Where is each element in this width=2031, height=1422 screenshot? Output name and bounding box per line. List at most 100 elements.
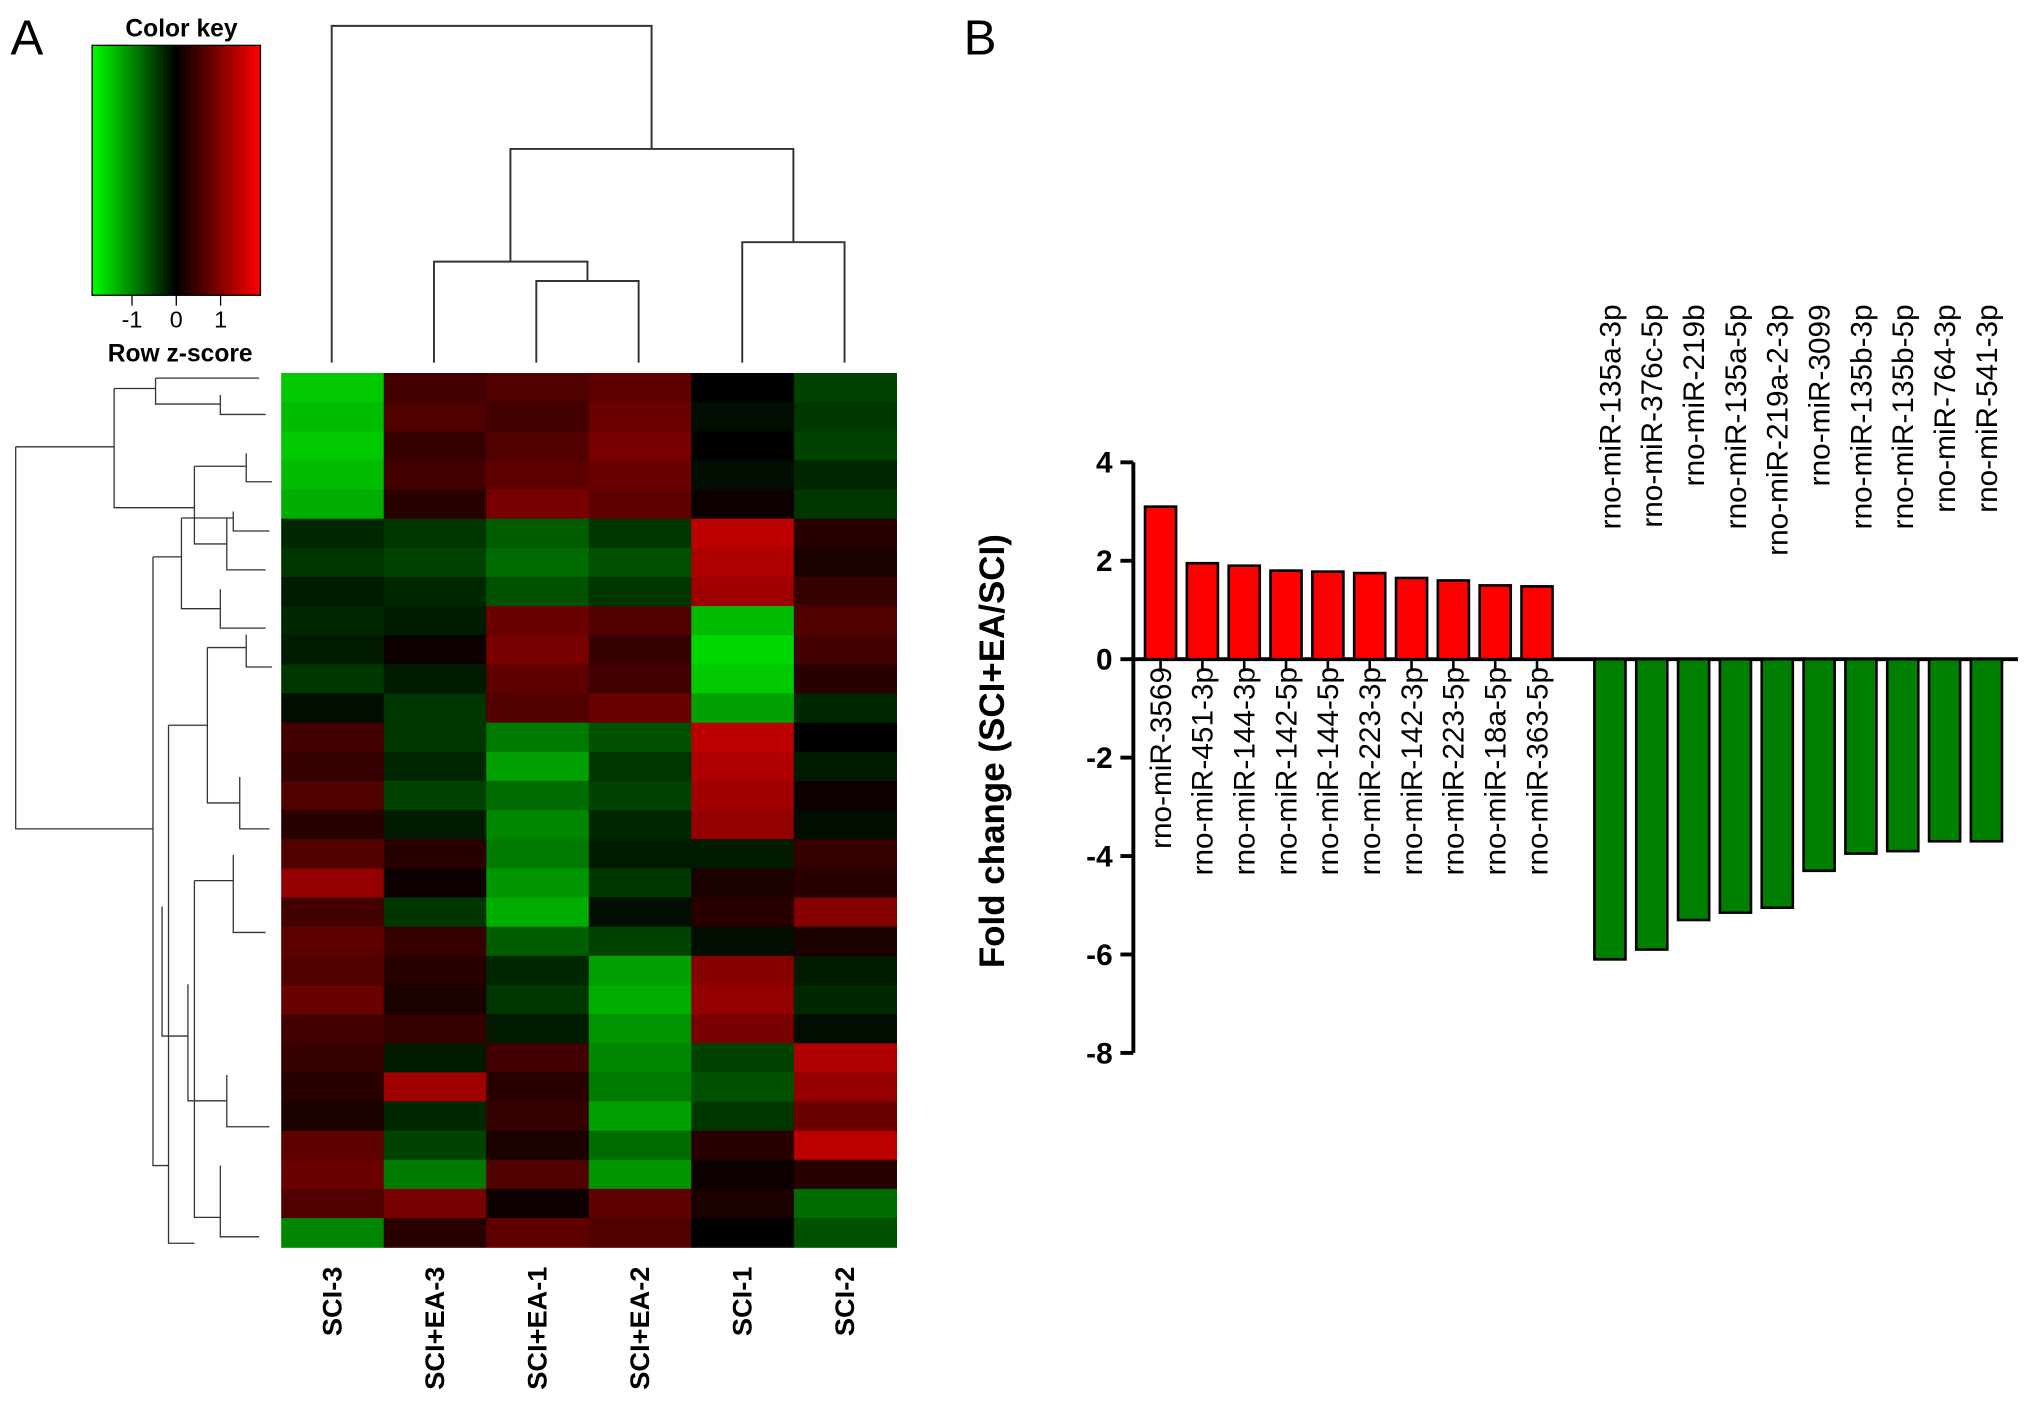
heatmap-cell <box>281 518 385 549</box>
heatmap-cell <box>281 664 385 695</box>
category-label: rno-miR-135b-3p <box>1845 304 1878 529</box>
heatmap-cell <box>486 1014 590 1044</box>
heatmap-cell <box>588 402 692 432</box>
y-tick-label: 2 <box>1096 545 1113 578</box>
y-tick-label: -8 <box>1086 1037 1112 1070</box>
heatmap-cell <box>383 606 487 636</box>
heatmap-cell <box>383 693 487 724</box>
heatmap-cell <box>793 460 897 491</box>
heatmap-cell <box>588 489 692 520</box>
heatmap-cell <box>486 431 590 462</box>
bar <box>1394 576 1429 661</box>
heatmap-cell <box>793 489 897 520</box>
y-tick-label: 0 <box>1096 644 1113 677</box>
heatmap-cell <box>486 1218 590 1248</box>
heatmap-cell <box>486 635 590 666</box>
heatmap-cell <box>691 839 795 869</box>
heatmap-cell <box>281 839 385 869</box>
heatmap-cell <box>486 955 590 986</box>
heatmap-cell <box>793 372 897 403</box>
heatmap-cell <box>281 722 385 753</box>
heatmap-cell <box>486 984 590 1015</box>
heatmap-cell <box>793 984 897 1015</box>
bar <box>1227 564 1262 661</box>
heatmap-cell <box>486 897 590 928</box>
heatmap-cell <box>281 984 385 1015</box>
heatmap-cell <box>281 402 385 432</box>
category-label: rno-miR-219a-2-3p <box>1762 304 1795 555</box>
heatmap-cell <box>383 926 487 957</box>
heatmap-cell <box>486 868 590 899</box>
heatmap-cell <box>588 664 692 695</box>
heatmap-cell <box>793 606 897 636</box>
heatmap-cell <box>588 1043 692 1073</box>
heatmap-cell <box>383 780 487 811</box>
heatmap-cell <box>486 518 590 549</box>
heatmap-cell <box>588 547 692 578</box>
colorbar-label: Row z-score <box>108 340 253 367</box>
heatmap-cell <box>588 897 692 928</box>
y-axis-label: Fold change (SCI+EA/SCI) <box>973 534 1012 968</box>
column-label: SCI-1 <box>727 1267 758 1337</box>
heatmap-cell <box>486 1188 590 1219</box>
category-label: rno-miR-219b <box>1678 304 1711 486</box>
heatmap-cell <box>383 547 487 578</box>
heatmap-cell <box>588 868 692 899</box>
column-label: SCI-3 <box>317 1267 348 1337</box>
bar <box>1143 505 1178 661</box>
category-label: rno-miR-135a-5p <box>1720 304 1753 529</box>
heatmap-cell <box>691 1072 795 1103</box>
heatmap-cell <box>793 926 897 957</box>
heatmap-cell <box>383 372 487 403</box>
heatmap-cell <box>281 810 385 840</box>
heatmap-cell <box>793 1014 897 1044</box>
heatmap-cell <box>588 606 692 636</box>
heatmap-cell <box>691 576 795 607</box>
panel-label: A <box>11 10 44 65</box>
category-label: rno-miR-223-5p <box>1438 667 1471 875</box>
heatmap-cell <box>281 576 385 607</box>
column-label: SCI+EA-2 <box>624 1267 655 1390</box>
heatmap-cell <box>383 1188 487 1219</box>
heatmap-cell <box>588 780 692 811</box>
heatmap-cell <box>588 1159 692 1190</box>
heatmap-cell <box>281 431 385 462</box>
heatmap-cell <box>793 810 897 840</box>
heatmap-cell <box>281 897 385 928</box>
bar <box>1478 584 1513 661</box>
heatmap-cell <box>588 1188 692 1219</box>
bar <box>1676 657 1711 922</box>
heatmap-cell <box>281 372 385 403</box>
heatmap-cell <box>383 1072 487 1103</box>
bar <box>1634 657 1669 951</box>
heatmap-cell <box>486 576 590 607</box>
heatmap-cell <box>281 606 385 636</box>
heatmap-cell <box>691 1130 795 1161</box>
column-label: SCI+EA-1 <box>522 1267 553 1390</box>
bar <box>1844 657 1878 855</box>
column-label: SCI-2 <box>829 1267 860 1337</box>
category-label: rno-miR-142-5p <box>1270 667 1303 875</box>
heatmap-cell <box>588 722 692 753</box>
heatmap-cell <box>691 868 795 899</box>
heatmap-cell <box>383 984 487 1015</box>
color-key-tick-label: -1 <box>122 307 143 333</box>
heatmap-cell <box>383 868 487 899</box>
heatmap-cell <box>793 955 897 986</box>
heatmap-cell <box>793 839 897 869</box>
heatmap-cell <box>383 1159 487 1190</box>
heatmap-cell <box>793 897 897 928</box>
bar <box>1969 657 2004 843</box>
heatmap-cell <box>383 576 487 607</box>
heatmap-cell <box>793 868 897 899</box>
heatmap-cell <box>588 1014 692 1044</box>
bar <box>1352 571 1387 661</box>
heatmap-cell <box>793 1130 897 1161</box>
heatmap-cell <box>588 1072 692 1103</box>
heatmap-cell <box>486 1072 590 1103</box>
heatmap-cell <box>281 693 385 724</box>
heatmap-cell <box>383 897 487 928</box>
color-key-title: Color key <box>125 15 237 42</box>
